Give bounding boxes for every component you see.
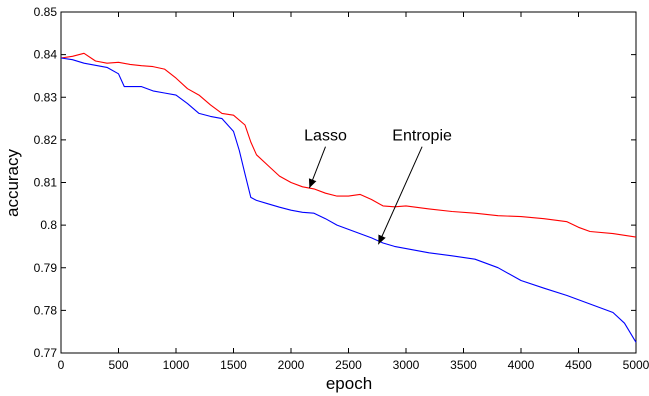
x-tick-label: 4500 [565,358,592,372]
series-layer [60,52,637,343]
series-line-1 [60,52,637,238]
annotation-label: Entropie [392,128,452,145]
y-tick-label: 0.8 [40,218,57,232]
plot-area [60,11,637,354]
y-axis-title: accuracy [3,148,22,217]
y-tick-label: 0.85 [34,5,58,19]
y-tick-label: 0.82 [34,133,58,147]
y-tick-label: 0.81 [34,176,58,190]
y-tick-label: 0.79 [34,261,58,275]
x-tick-label: 3500 [450,358,477,372]
x-tick-label: 1000 [163,358,190,372]
y-tick-label: 0.84 [34,48,58,62]
x-tick-label: 0 [58,358,65,372]
annotations: Lasso Entropie [304,128,452,245]
x-tick-label: 1500 [220,358,247,372]
x-tick-label: 2000 [278,358,305,372]
y-tick-label: 0.77 [34,346,58,360]
x-axis-ticks: 0 500 1000 1500 2000 2500 3000 3500 4000 4500 5000 [58,12,649,372]
x-tick-label: 5000 [623,358,649,372]
x-axis-title: epoch [326,374,372,393]
y-tick-label: 0.78 [34,303,58,317]
x-tick-label: 500 [108,358,128,372]
annotation-label: Lasso [304,128,347,145]
y-tick-label: 0.83 [34,90,58,104]
x-tick-label: 2500 [335,358,362,372]
x-tick-label: 4000 [508,358,535,372]
y-axis-ticks: 0.77 0.78 0.79 0.8 0.81 0.82 0.83 0.84 0.85 [34,5,636,360]
annotation-arrow [308,146,326,189]
x-tick-label: 3000 [393,358,420,372]
series-line-2 [60,57,637,343]
annotation-arrow [377,146,423,245]
